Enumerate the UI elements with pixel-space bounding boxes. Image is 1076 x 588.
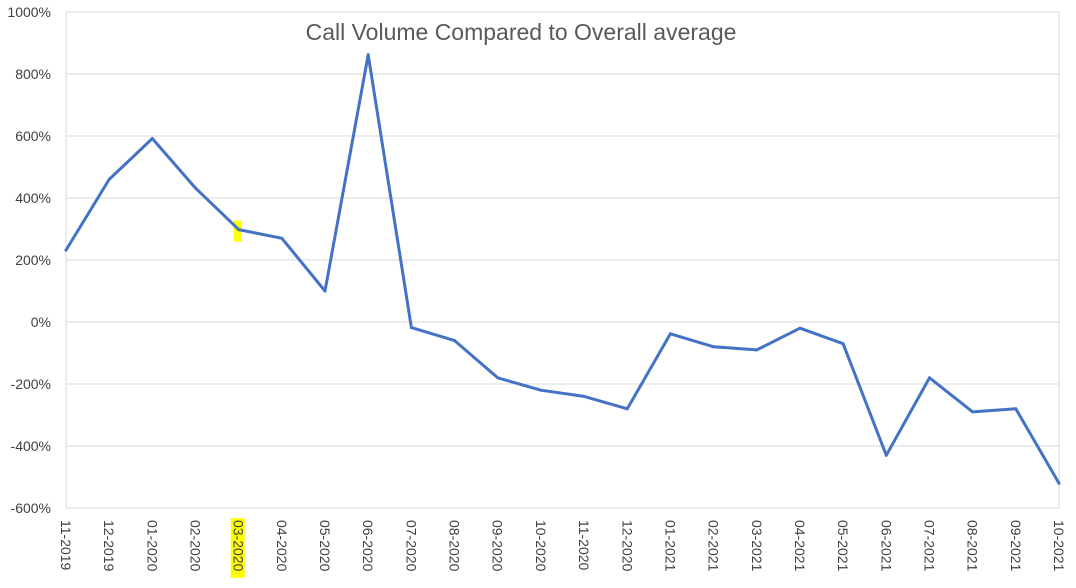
data-point <box>194 186 198 190</box>
highlight-tick-marker <box>230 518 245 578</box>
data-point <box>107 177 111 181</box>
x-axis-tick-labels: 11-2019 12-2019 01-2020 02-2020 03-2020 04-20… <box>58 520 1067 572</box>
data-point <box>798 326 802 330</box>
data-point <box>539 388 543 392</box>
highlight-markers <box>230 220 245 578</box>
data-point <box>64 248 68 252</box>
y-tick-label: 800% <box>15 66 51 82</box>
y-tick-label: 600% <box>15 128 51 144</box>
data-point <box>582 394 586 398</box>
x-tick-label: 10-2021 <box>1051 520 1067 572</box>
x-tick-label: 07-2020 <box>403 520 419 572</box>
x-tick-label: 03-2020 <box>231 520 247 572</box>
x-tick-label: 03-2021 <box>749 520 765 572</box>
y-tick-label: 1000% <box>7 4 51 20</box>
x-tick-label: 02-2020 <box>188 520 204 572</box>
x-tick-label: 06-2020 <box>360 520 376 572</box>
data-point <box>366 53 370 57</box>
y-tick-label: -600% <box>11 500 51 516</box>
data-point <box>280 236 284 240</box>
gridlines <box>65 11 1060 509</box>
y-axis-tick-labels: -600% -400% -200% 0% 200% 400% 600% 800% 1000% <box>7 4 51 516</box>
x-tick-label: 08-2021 <box>965 520 981 572</box>
x-tick-label: 09-2020 <box>490 520 506 572</box>
data-point <box>668 332 672 336</box>
x-tick-label: 04-2021 <box>792 520 808 572</box>
data-point <box>927 376 931 380</box>
x-tick-label: 08-2020 <box>447 520 463 572</box>
data-point <box>625 407 629 411</box>
x-tick-label: 12-2019 <box>101 520 117 572</box>
series-layer <box>64 53 1061 485</box>
x-tick-label: 11-2020 <box>576 520 592 571</box>
chart-title: Call Volume Compared to Overall average <box>306 19 737 45</box>
data-point <box>150 136 154 140</box>
x-tick-label: 10-2020 <box>533 520 549 572</box>
x-tick-label: 05-2021 <box>835 520 851 572</box>
x-tick-label: 07-2021 <box>921 520 937 572</box>
data-point <box>755 348 759 352</box>
x-tick-label: 02-2021 <box>706 520 722 572</box>
data-point <box>323 289 327 293</box>
y-tick-label: 200% <box>15 252 51 268</box>
data-point <box>884 453 888 457</box>
x-tick-label: 09-2021 <box>1008 520 1024 572</box>
data-point <box>453 339 457 343</box>
x-tick-label: 11-2019 <box>58 520 74 571</box>
data-point <box>1057 481 1061 485</box>
highlight-point-marker <box>233 220 242 242</box>
x-tick-label: 06-2021 <box>878 520 894 572</box>
y-tick-label: 400% <box>15 190 51 206</box>
x-tick-label: 04-2020 <box>274 520 290 572</box>
data-point <box>712 345 716 349</box>
y-tick-label: -200% <box>11 376 51 392</box>
series-line-0 <box>64 53 1061 485</box>
data-point <box>237 228 241 232</box>
x-tick-label: 01-2020 <box>144 520 160 572</box>
x-tick-label: 05-2020 <box>317 520 333 572</box>
x-tick-label: 12-2020 <box>619 520 635 572</box>
x-tick-label: 01-2021 <box>662 520 678 572</box>
y-tick-label: 0% <box>31 314 51 330</box>
data-point <box>1014 407 1018 411</box>
data-point <box>971 410 975 414</box>
data-point <box>841 342 845 346</box>
data-point <box>496 376 500 380</box>
data-point <box>409 326 413 330</box>
y-tick-label: -400% <box>11 438 51 454</box>
